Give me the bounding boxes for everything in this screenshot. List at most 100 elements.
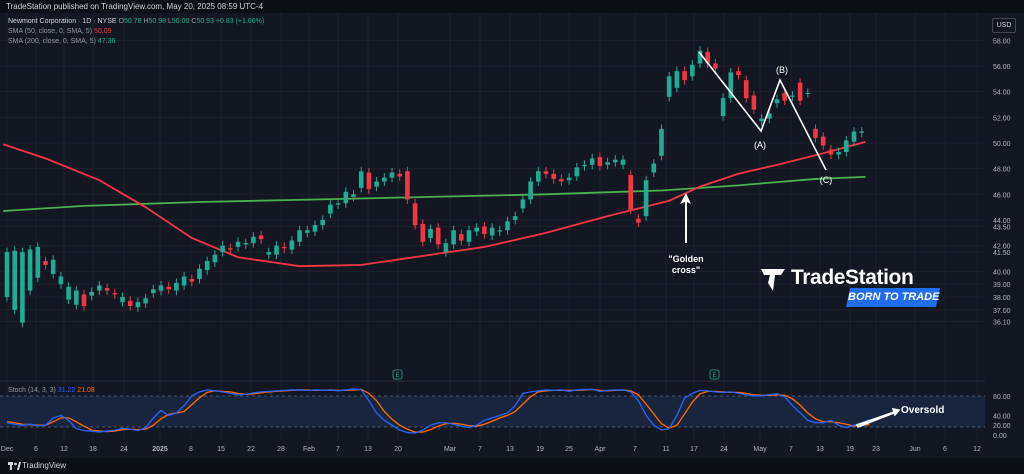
legend-o-label: O <box>118 18 124 25</box>
time-tick-14: Mar <box>444 446 457 453</box>
tradestation-logo: TradeStation BORN TO TRADE <box>760 266 941 314</box>
time-tick-27: 19 <box>846 446 854 453</box>
candle-body-104 <box>805 92 811 94</box>
candle-body-79 <box>613 159 618 163</box>
stochastic-oscillator <box>6 388 870 434</box>
earnings-marker-2-text: E <box>712 373 716 379</box>
candle-body-29 <box>228 248 233 250</box>
candle-body-70 <box>543 171 549 174</box>
candle-body-63 <box>489 227 495 236</box>
candle-body-25 <box>197 268 202 280</box>
earnings-marker-1 <box>392 369 403 380</box>
stoch-axis-labels: 80.00 40.00 20.00 0.00 <box>993 394 1011 440</box>
candle-body-24 <box>189 279 195 282</box>
legend-l-value: 50.00 <box>171 18 190 25</box>
price-tick-12: 39.00 <box>993 282 1011 289</box>
time-tick-29: Jun <box>909 446 920 453</box>
time-tick-8: 22 <box>247 446 255 453</box>
candle-body-102 <box>790 95 795 97</box>
candle-body-12 <box>97 285 102 291</box>
price-tick-3: 52.00 <box>993 115 1011 122</box>
candle-body-105 <box>813 128 818 138</box>
price-axis-labels: 58.00 56.00 54.00 52.00 50.00 48.00 46.00 44.00… <box>993 38 1011 326</box>
time-tick-22: 17 <box>690 446 698 453</box>
candle-body-111 <box>859 131 864 133</box>
candle-body-46 <box>358 171 364 188</box>
candle-body-53 <box>412 203 418 226</box>
price-tick-15: 36.10 <box>993 319 1011 326</box>
legend-change: +0.83 (+1.66%) <box>215 18 265 25</box>
legend-sma50-row[interactable]: SMA (50, close, 0, SMA, 5) 50.09 <box>8 27 264 37</box>
candle-body-15 <box>120 297 125 303</box>
tradestation-wordmark: TradeStation <box>791 266 914 289</box>
candle-body-48 <box>374 181 379 187</box>
price-tick-1: 56.00 <box>993 64 1011 71</box>
candle-body-38 <box>297 230 302 242</box>
candle-body-66 <box>512 216 518 220</box>
price-tick-5: 48.00 <box>993 167 1011 174</box>
publish-info-bar: TradeStation published on TradingView.co… <box>0 0 1024 13</box>
legend-o-value: 50.78 <box>123 18 142 25</box>
candle-body-74 <box>574 167 580 177</box>
currency-button[interactable]: USD <box>992 18 1016 33</box>
candle-body-45 <box>351 194 356 197</box>
tradingview-brand[interactable]: TradingView <box>22 461 67 470</box>
candle-body-31 <box>243 243 248 245</box>
candle-body-93 <box>720 98 726 117</box>
label-b: (B) <box>776 65 788 75</box>
time-tick-0: Dec <box>1 446 14 453</box>
candle-body-76 <box>589 158 595 165</box>
oversold-arrow <box>855 408 901 428</box>
candle-body-0 <box>4 252 10 297</box>
candle-body-4 <box>35 246 41 278</box>
candle-body-96 <box>743 80 749 99</box>
time-tick-20: 7 <box>633 446 637 453</box>
stoch-tick-3: 0.00 <box>993 433 1007 440</box>
candle-body-106 <box>820 136 826 146</box>
candle-body-92 <box>713 63 718 69</box>
candle-body-83 <box>643 180 649 217</box>
candle-body-40 <box>312 225 318 232</box>
time-tick-2: 12 <box>60 446 68 453</box>
tradestation-tagline: BORN TO TRADE <box>848 291 940 303</box>
candle-body-1 <box>12 250 17 310</box>
legend-sma200-row[interactable]: SMA (200, close, 0, SMA, 5) 47.36 <box>8 37 264 47</box>
time-tick-6: 8 <box>189 446 193 453</box>
candle-body-75 <box>582 164 587 167</box>
candle-body-5 <box>43 261 48 265</box>
candle-body-28 <box>220 245 225 253</box>
price-tick-11: 40.00 <box>993 269 1011 276</box>
label-c: (C) <box>820 175 833 185</box>
footer-bar: TradingView <box>0 458 1024 474</box>
time-tick-7: 15 <box>217 446 225 453</box>
price-tick-10: 41.50 <box>993 250 1011 257</box>
candle-body-2 <box>20 252 25 323</box>
candle-body-41 <box>320 220 325 226</box>
candle-body-110 <box>851 131 857 142</box>
sma50-line <box>2 140 866 268</box>
candle-body-33 <box>258 235 264 240</box>
candle-body-56 <box>435 227 441 245</box>
publish-info-text: TradeStation published on TradingView.co… <box>6 2 264 11</box>
earnings-marker-1-text: E <box>395 373 399 379</box>
time-tick-23: 24 <box>720 446 728 453</box>
candle-body-54 <box>420 223 426 242</box>
candle-body-98 <box>759 118 764 122</box>
label-a: (A) <box>754 140 766 150</box>
candle-body-85 <box>659 128 664 156</box>
candle-body-65 <box>505 221 510 231</box>
candle-body-19 <box>151 289 156 294</box>
legend-l-label: L <box>167 18 172 25</box>
candle-body-42 <box>328 204 333 214</box>
time-tick-15: 7 <box>478 446 482 453</box>
candle-body-11 <box>89 291 94 296</box>
candle-body-94 <box>728 72 734 99</box>
candle-body-100 <box>774 99 780 104</box>
time-tick-30: 6 <box>943 446 947 453</box>
stoch-d-value: 21.08 <box>77 387 95 394</box>
time-tick-10: Feb <box>303 446 315 453</box>
stoch-legend[interactable]: Stoch (14, 3, 3) 31.22 21.08 <box>8 386 95 396</box>
candle-body-10 <box>81 294 87 306</box>
